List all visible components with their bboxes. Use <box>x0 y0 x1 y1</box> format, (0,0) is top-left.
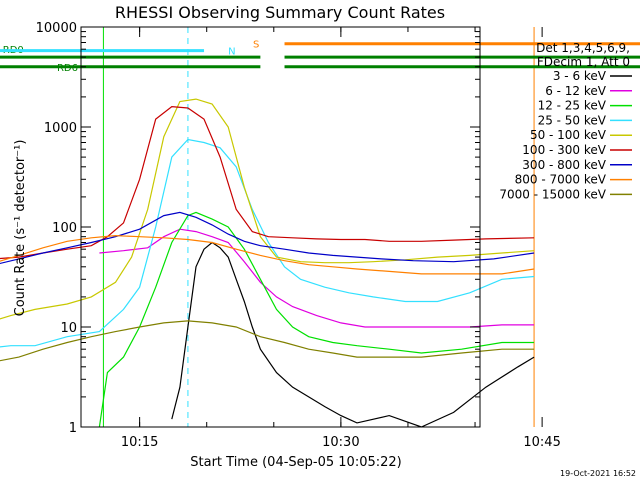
legend-label-800-7000-kev: 800 - 7000 keV <box>515 173 607 187</box>
series-3-6-kev-segment-1 <box>171 241 535 428</box>
series-layer <box>0 27 535 428</box>
x-tick-label-3: 10:45 <box>523 435 560 450</box>
series-6-12-kev-segment-1 <box>99 228 535 328</box>
legend-label-12-25-kev: 12 - 25 keV <box>538 99 607 113</box>
y-tick-label-4: 1000 <box>44 121 77 136</box>
flag-layer: RD0RD6NS <box>0 40 640 74</box>
legend-label-300-800-kev: 300 - 800 keV <box>522 158 606 172</box>
legend: Det 1,3,4,5,6,9,FDecim 1, Att 03 - 6 keV… <box>499 41 632 201</box>
y-tick-label-3: 100 <box>52 221 77 236</box>
timestamp: 19-Oct-2021 16:52 <box>560 469 636 478</box>
flag-label-rd6: RD6 <box>57 63 78 74</box>
legend-header-line-2: FDecim 1, Att 0 <box>537 55 630 69</box>
legend-label-7000-15000-kev: 7000 - 15000 keV <box>499 187 606 201</box>
flag-label-s: S <box>253 40 259 51</box>
legend-label-6-12-kev: 6 - 12 keV <box>545 84 607 98</box>
y-axis-label: Count Rate (s⁻¹ detector⁻¹) <box>13 140 28 317</box>
flag-label-n: N <box>228 47 235 58</box>
legend-header-line-1: Det 1,3,4,5,6,9, <box>536 41 630 55</box>
legend-label-25-50-kev: 25 - 50 keV <box>538 113 607 127</box>
legend-label-3-6-kev: 3 - 6 keV <box>553 69 607 83</box>
axis-layer: 11010010001000010:1510:3010:4511:0011:15… <box>36 21 561 450</box>
x-tick-label-1: 10:15 <box>121 435 158 450</box>
series-25-50-kev-segment-1 <box>0 138 535 348</box>
series-100-300-kev-segment-1 <box>0 105 535 260</box>
series-50-100-kev-segment-1 <box>0 98 535 320</box>
legend-label-50-100-kev: 50 - 100 keV <box>530 128 607 142</box>
series-7000-15000-kev-segment-1 <box>0 320 535 362</box>
y-tick-label-5: 10000 <box>36 21 77 36</box>
series-12-25-kev-segment-1 <box>98 211 535 428</box>
x-axis-label: Start Time (04-Sep-05 10:05:22) <box>190 455 401 470</box>
plot-frame <box>80 26 481 428</box>
x-tick-label-2: 10:30 <box>322 435 359 450</box>
y-tick-label-1: 1 <box>69 421 77 436</box>
series-800-7000-kev-segment-1 <box>0 234 535 275</box>
series-300-800-kev-segment-1 <box>0 211 535 265</box>
y-tick-label-2: 10 <box>60 321 77 336</box>
chart-title: RHESSI Observing Summary Count Rates <box>115 3 445 22</box>
legend-label-100-300-kev: 100 - 300 keV <box>522 143 606 157</box>
